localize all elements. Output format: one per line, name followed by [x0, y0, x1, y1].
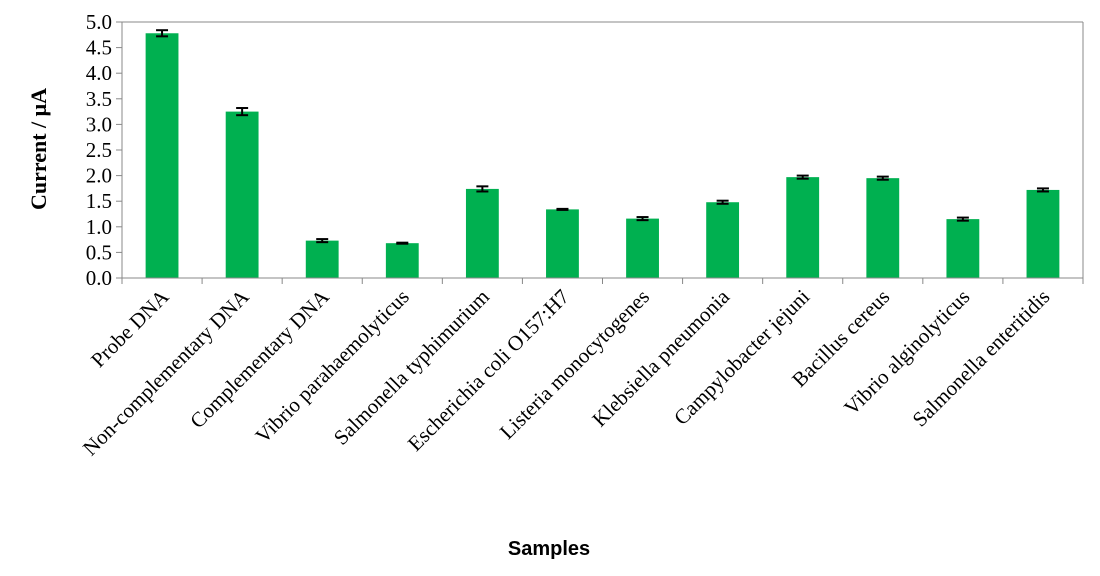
x-tick-label: Klebsiella pneumonia — [587, 284, 734, 431]
error-bar — [236, 107, 249, 117]
y-tick-label: 0.5 — [86, 240, 112, 264]
x-tick-label: Vibrio parahaemolyticus — [251, 285, 414, 448]
bar — [786, 177, 820, 278]
bar — [465, 188, 499, 278]
bar — [946, 219, 980, 278]
error-bar — [316, 238, 329, 244]
y-tick-label: 1.5 — [86, 189, 112, 213]
y-tick-label: 2.0 — [86, 164, 112, 188]
error-bar — [876, 175, 889, 181]
bar — [385, 243, 419, 278]
bar — [305, 240, 339, 278]
bar — [706, 202, 740, 278]
x-tick-label: Salmonella enteritidis — [908, 285, 1055, 432]
error-bar — [476, 185, 489, 193]
x-tick-label: Campylobacter jejuni — [669, 284, 814, 429]
y-tick-label: 2.5 — [86, 138, 112, 162]
x-tick-label: Probe DNA — [86, 284, 174, 372]
bar — [225, 111, 259, 278]
y-tick-label: 4.5 — [86, 36, 112, 60]
x-tick-label: Escherichia coli O157:H7 — [403, 285, 574, 456]
error-bar — [396, 241, 409, 245]
error-bar — [796, 174, 809, 180]
y-tick-label: 3.0 — [86, 112, 112, 136]
bar — [546, 209, 579, 278]
y-tick-label: 5.0 — [86, 10, 112, 34]
x-tick-label: Salmonella typhimurium — [329, 285, 494, 450]
y-tick-labels: 0.00.51.01.52.02.53.03.54.04.55.0 — [86, 10, 112, 290]
error-bar — [716, 199, 729, 205]
bars-layer — [145, 33, 1060, 278]
error-bar — [956, 216, 969, 222]
bar — [626, 218, 659, 278]
error-bar — [636, 216, 649, 222]
bar — [866, 178, 900, 278]
bar — [145, 33, 179, 278]
y-tick-label: 3.5 — [86, 87, 112, 111]
error-bar — [1036, 187, 1049, 193]
error-bar — [156, 29, 169, 38]
axes-layer — [116, 21, 1084, 284]
error-bar — [556, 207, 569, 211]
x-tick-label: Listeria monocytogenes — [495, 285, 654, 444]
bar — [1026, 189, 1060, 278]
y-axis-title: Current / μA — [26, 88, 51, 210]
y-tick-label: 1.0 — [86, 215, 112, 239]
y-tick-label: 4.0 — [86, 61, 112, 85]
x-tick-label: Complementary DNA — [185, 284, 334, 433]
error-bars-layer — [156, 29, 1049, 245]
x-axis-title: Samples — [508, 538, 590, 560]
y-tick-label: 0.0 — [86, 266, 112, 290]
x-tick-label: Non-complementary DNA — [78, 284, 254, 460]
